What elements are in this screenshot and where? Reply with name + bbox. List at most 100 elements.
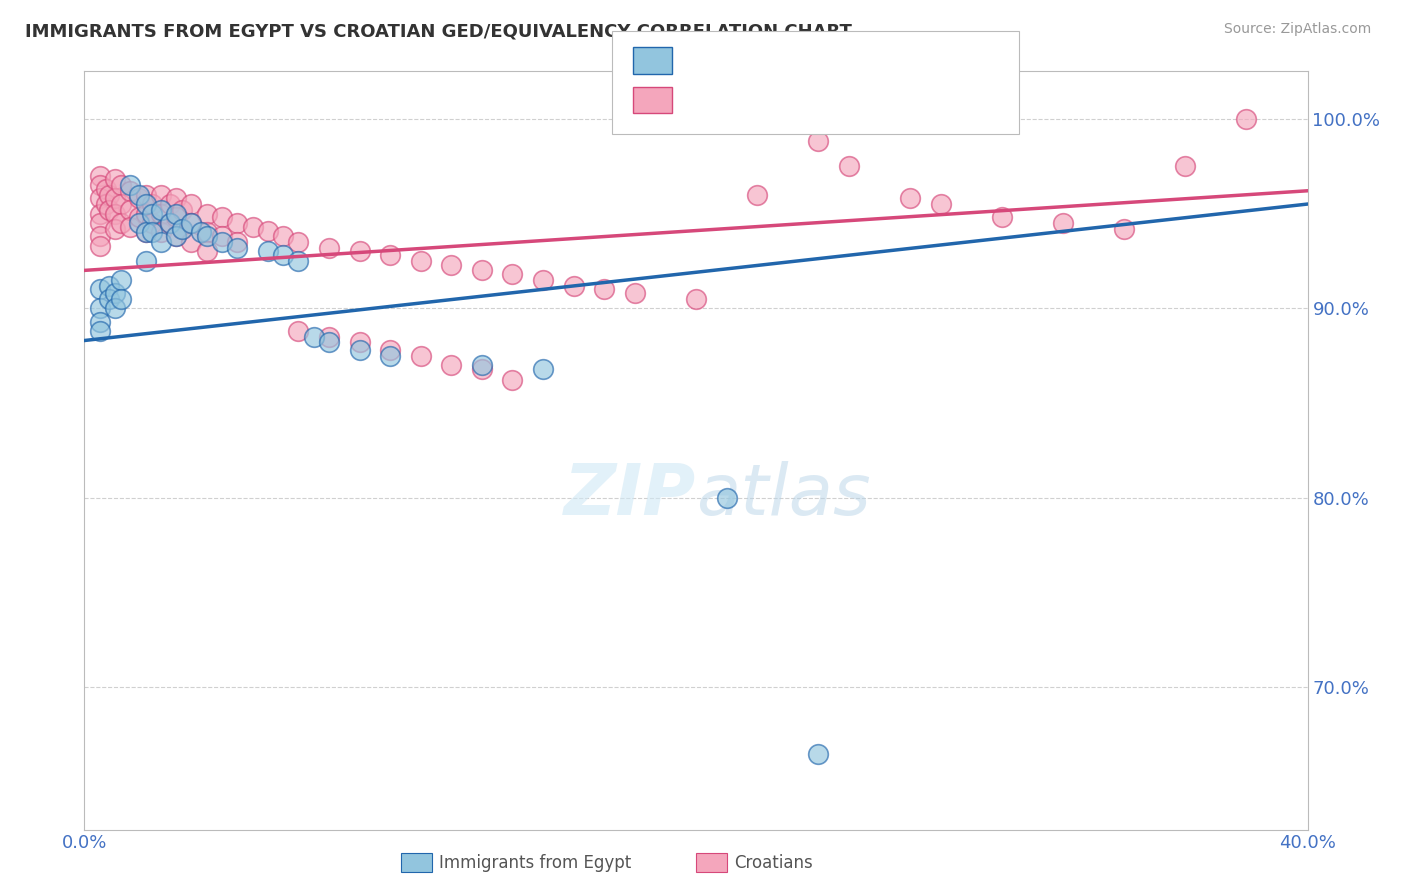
Point bbox=[180, 216, 202, 230]
Point bbox=[149, 187, 172, 202]
Point bbox=[94, 182, 117, 196]
Point bbox=[349, 343, 371, 357]
Point bbox=[97, 292, 120, 306]
Point bbox=[141, 216, 163, 230]
Point bbox=[242, 219, 264, 234]
Point bbox=[1174, 159, 1197, 173]
Point bbox=[531, 362, 554, 376]
Point bbox=[318, 335, 340, 350]
Point bbox=[991, 211, 1014, 225]
Point bbox=[257, 244, 280, 259]
Point bbox=[135, 226, 157, 240]
Point bbox=[898, 191, 921, 205]
Point bbox=[110, 216, 132, 230]
Point bbox=[120, 202, 142, 217]
Point bbox=[89, 282, 111, 296]
Point bbox=[128, 191, 150, 205]
Text: atlas: atlas bbox=[696, 461, 870, 531]
Point bbox=[180, 235, 202, 249]
Point bbox=[159, 197, 181, 211]
Point bbox=[502, 373, 524, 387]
Point bbox=[502, 267, 524, 281]
Point bbox=[211, 235, 233, 249]
Point bbox=[89, 178, 111, 192]
Point bbox=[97, 202, 120, 217]
Point bbox=[287, 235, 309, 249]
Point bbox=[135, 253, 157, 268]
Point bbox=[120, 184, 142, 198]
Point bbox=[89, 169, 111, 183]
Point bbox=[747, 187, 769, 202]
Point bbox=[180, 216, 202, 230]
Point bbox=[149, 206, 172, 220]
Point bbox=[1052, 216, 1074, 230]
Point bbox=[165, 211, 187, 225]
Point bbox=[165, 229, 187, 244]
Point bbox=[409, 253, 432, 268]
Point bbox=[195, 226, 218, 240]
Point bbox=[89, 206, 111, 220]
Point bbox=[172, 202, 194, 217]
Point bbox=[226, 216, 249, 230]
Point bbox=[159, 216, 181, 230]
Point bbox=[471, 358, 494, 372]
Point bbox=[190, 226, 212, 240]
Text: IMMIGRANTS FROM EGYPT VS CROATIAN GED/EQUIVALENCY CORRELATION CHART: IMMIGRANTS FROM EGYPT VS CROATIAN GED/EQ… bbox=[25, 22, 852, 40]
Point bbox=[624, 286, 647, 301]
Point bbox=[287, 253, 309, 268]
Point bbox=[349, 244, 371, 259]
Point bbox=[380, 248, 402, 262]
Point bbox=[89, 216, 111, 230]
Point bbox=[807, 747, 830, 761]
Point bbox=[104, 286, 127, 301]
Text: R = 0.138   N = 79: R = 0.138 N = 79 bbox=[689, 91, 859, 109]
Point bbox=[440, 358, 463, 372]
Y-axis label: GED/Equivalency: GED/Equivalency bbox=[0, 379, 8, 522]
Point bbox=[318, 241, 340, 255]
Point bbox=[349, 335, 371, 350]
Point bbox=[195, 206, 218, 220]
Point bbox=[440, 258, 463, 272]
Point bbox=[110, 292, 132, 306]
Point bbox=[271, 248, 294, 262]
Point bbox=[120, 219, 142, 234]
Point bbox=[471, 362, 494, 376]
Point bbox=[97, 187, 120, 202]
Point bbox=[165, 206, 187, 220]
Point bbox=[531, 273, 554, 287]
Point bbox=[128, 211, 150, 225]
Point bbox=[257, 223, 280, 237]
Point bbox=[89, 191, 111, 205]
Point bbox=[226, 235, 249, 249]
Point bbox=[110, 178, 132, 192]
Point bbox=[172, 221, 194, 235]
Point bbox=[409, 349, 432, 363]
Point bbox=[94, 197, 117, 211]
Point bbox=[128, 187, 150, 202]
Point bbox=[89, 314, 111, 328]
Point bbox=[89, 301, 111, 316]
Point bbox=[211, 211, 233, 225]
Point bbox=[195, 229, 218, 244]
Point bbox=[165, 229, 187, 244]
Point bbox=[716, 491, 738, 505]
Point bbox=[271, 229, 294, 244]
Point bbox=[211, 229, 233, 244]
Point bbox=[135, 197, 157, 211]
Point bbox=[159, 216, 181, 230]
Point bbox=[287, 324, 309, 338]
Point bbox=[149, 226, 172, 240]
Point bbox=[104, 191, 127, 205]
Point bbox=[104, 301, 127, 316]
Point bbox=[104, 206, 127, 220]
Text: Source: ZipAtlas.com: Source: ZipAtlas.com bbox=[1223, 22, 1371, 37]
Text: Croatians: Croatians bbox=[734, 854, 813, 871]
Point bbox=[180, 197, 202, 211]
Point bbox=[195, 244, 218, 259]
Point bbox=[104, 221, 127, 235]
Point bbox=[318, 329, 340, 343]
Point bbox=[141, 226, 163, 240]
Point bbox=[89, 229, 111, 244]
Point bbox=[807, 135, 830, 149]
Point bbox=[120, 178, 142, 192]
